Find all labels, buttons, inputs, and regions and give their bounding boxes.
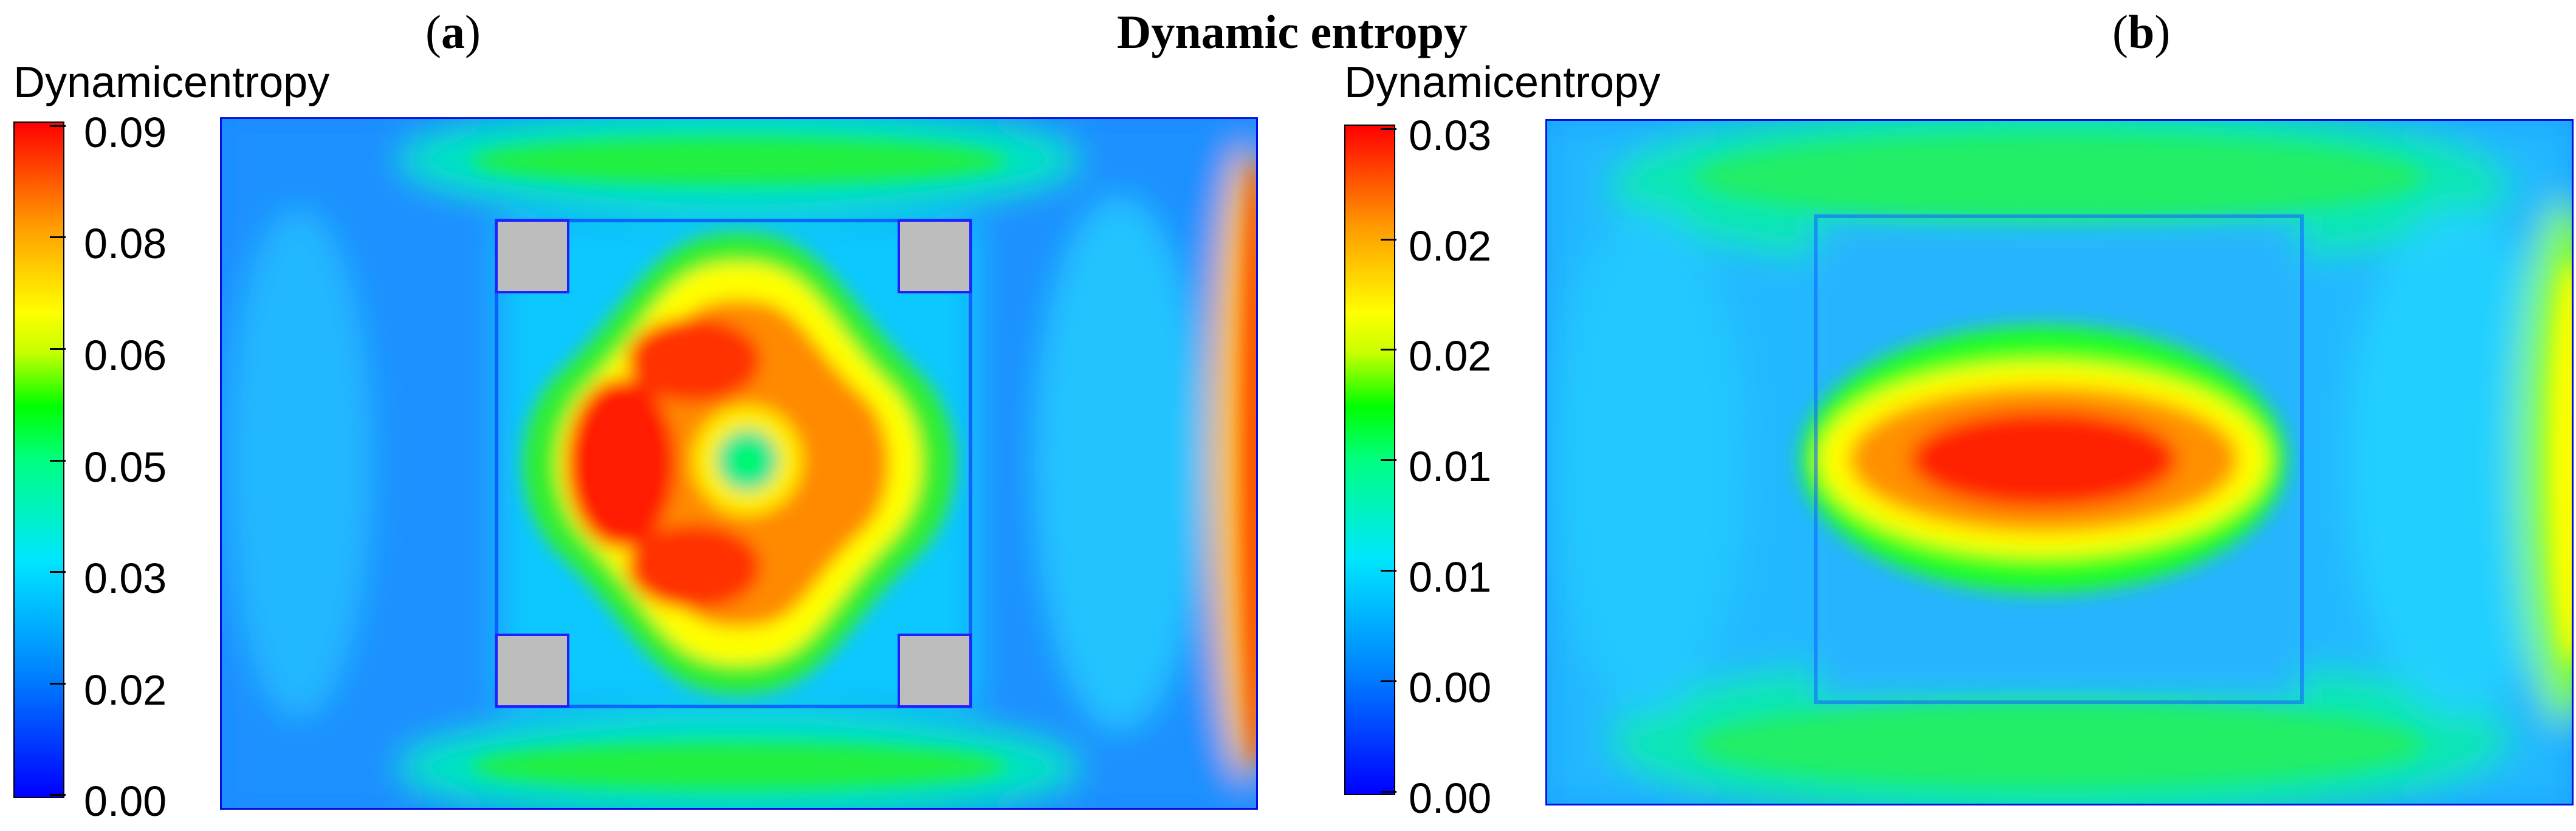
- colorbar-b-tick: [1381, 128, 1396, 130]
- colorbar-a-tick-label: 0.05: [84, 443, 167, 491]
- colorbar-a-tick: [50, 236, 66, 238]
- colorbar-a-tick-label: 0.02: [84, 666, 167, 714]
- figure-title: Dynamic entropy: [1117, 5, 1468, 58]
- colorbar-b-tick: [1381, 680, 1396, 682]
- colorbar-a-tick: [50, 571, 66, 573]
- colorbar-b-tick: [1381, 459, 1396, 461]
- colorbar-b-tick-label: 0.03: [1409, 112, 1492, 159]
- colorbar-b-tick-label: 0.01: [1409, 553, 1492, 601]
- panel-b-letter: (b): [2112, 5, 2171, 58]
- colorbar-a-tick-label: 0.00: [84, 778, 167, 825]
- colorbar-b-label: Dynamicentropy: [1344, 58, 1661, 107]
- colorbar-b-tick-label: 0.00: [1409, 664, 1492, 711]
- colorbar-b-tick: [1381, 349, 1396, 351]
- colorbar-a-tick: [50, 125, 66, 127]
- colorbar-b-tick-label: 0.00: [1409, 775, 1492, 822]
- colorbar-b-tick-label: 0.01: [1409, 443, 1492, 490]
- colorbar-b-tick: [1381, 570, 1396, 572]
- contour-plot-b: [1545, 119, 2574, 805]
- contour-plot-a: [220, 117, 1258, 810]
- colorbar-b-tick: [1381, 239, 1396, 241]
- colorbar-a-tick: [50, 460, 66, 462]
- colorbar-b-tick-label: 0.02: [1409, 222, 1492, 270]
- colorbar-a-tick-label: 0.08: [84, 220, 167, 267]
- colorbar-a-tick-label: 0.06: [84, 332, 167, 379]
- panel-a-letter: (a): [425, 5, 481, 58]
- colorbar-b-tick: [1381, 791, 1396, 793]
- colorbar-a-tick: [50, 683, 66, 685]
- colorbar-a-tick: [50, 348, 66, 350]
- colorbar-a-tick-label: 0.03: [84, 555, 167, 602]
- colorbar-a-label: Dynamicentropy: [13, 58, 330, 107]
- colorbar-a-tick: [50, 794, 66, 796]
- colorbar-a-tick-label: 0.09: [84, 109, 167, 156]
- colorbar-b-tick-label: 0.02: [1409, 332, 1492, 380]
